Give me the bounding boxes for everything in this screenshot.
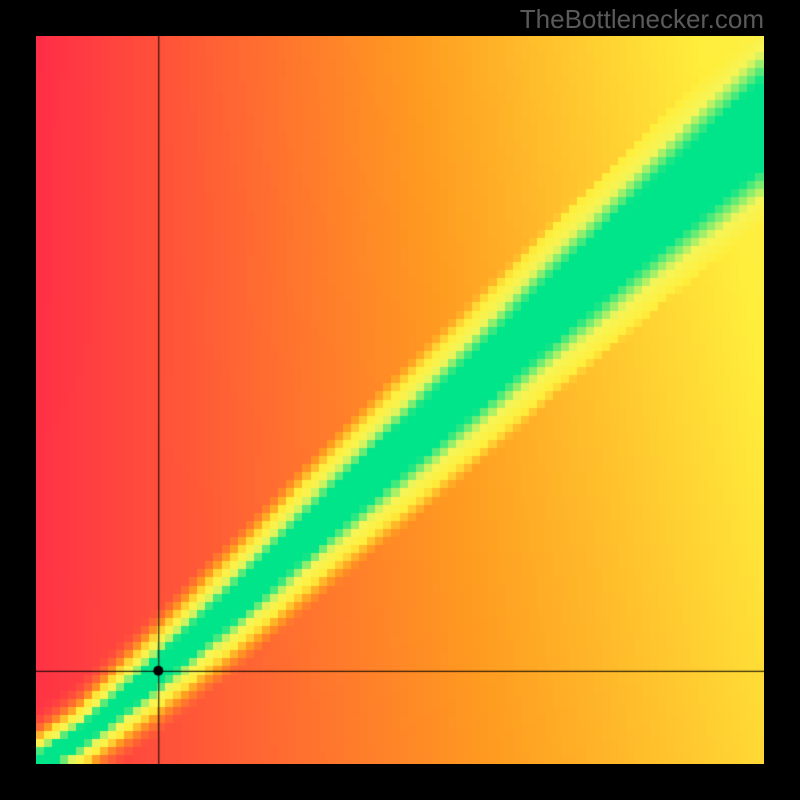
bottleneck-heatmap <box>36 36 764 764</box>
figure-container: TheBottlenecker.com <box>0 0 800 800</box>
watermark-text: TheBottlenecker.com <box>520 4 764 35</box>
